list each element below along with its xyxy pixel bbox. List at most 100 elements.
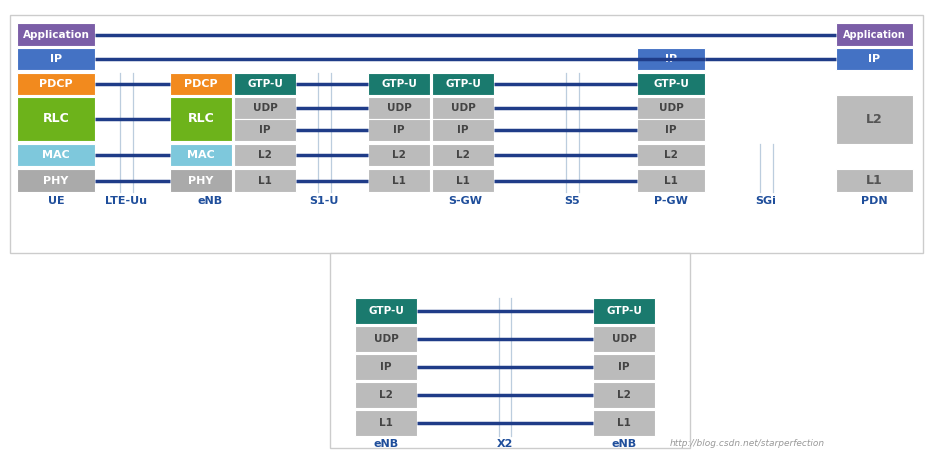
Text: GTP-U: GTP-U: [381, 79, 417, 89]
Text: IP: IP: [869, 54, 881, 64]
Text: L2: L2: [379, 390, 393, 400]
FancyBboxPatch shape: [355, 354, 417, 380]
Text: IP: IP: [393, 125, 405, 135]
Text: UE: UE: [48, 196, 64, 206]
Text: P-GW: P-GW: [654, 196, 688, 206]
FancyBboxPatch shape: [355, 298, 417, 324]
Text: UDP: UDP: [659, 103, 683, 113]
Text: IP: IP: [665, 125, 676, 135]
FancyBboxPatch shape: [234, 97, 296, 119]
Text: GTP-U: GTP-U: [368, 306, 404, 316]
Text: L2: L2: [456, 150, 470, 160]
Text: L2: L2: [392, 150, 406, 160]
FancyBboxPatch shape: [432, 73, 494, 95]
FancyBboxPatch shape: [355, 326, 417, 352]
FancyBboxPatch shape: [368, 144, 430, 166]
FancyBboxPatch shape: [234, 144, 296, 166]
FancyBboxPatch shape: [432, 119, 494, 141]
Text: IP: IP: [665, 54, 677, 64]
FancyBboxPatch shape: [170, 169, 232, 192]
Text: GTP-U: GTP-U: [606, 306, 642, 316]
Text: LTE-Uu: LTE-Uu: [105, 196, 147, 206]
FancyBboxPatch shape: [593, 382, 655, 408]
FancyBboxPatch shape: [836, 95, 913, 144]
Text: GTP-U: GTP-U: [445, 79, 480, 89]
Text: UDP: UDP: [451, 103, 476, 113]
FancyBboxPatch shape: [836, 48, 913, 70]
Text: L2: L2: [866, 113, 883, 126]
FancyBboxPatch shape: [355, 382, 417, 408]
Text: UDP: UDP: [386, 103, 411, 113]
FancyBboxPatch shape: [368, 119, 430, 141]
Text: PHY: PHY: [188, 176, 214, 185]
FancyBboxPatch shape: [593, 410, 655, 436]
Text: S5: S5: [564, 196, 579, 206]
FancyBboxPatch shape: [836, 23, 913, 46]
Text: IP: IP: [381, 362, 392, 372]
Text: MAC: MAC: [42, 150, 70, 160]
FancyBboxPatch shape: [234, 169, 296, 192]
FancyBboxPatch shape: [593, 354, 655, 380]
FancyBboxPatch shape: [17, 144, 95, 166]
FancyBboxPatch shape: [432, 144, 494, 166]
FancyBboxPatch shape: [432, 97, 494, 119]
FancyBboxPatch shape: [17, 73, 95, 95]
Text: eNB: eNB: [373, 439, 398, 449]
FancyBboxPatch shape: [637, 97, 705, 119]
FancyBboxPatch shape: [637, 73, 705, 95]
FancyBboxPatch shape: [17, 169, 95, 192]
Text: PDCP: PDCP: [39, 79, 73, 89]
Text: eNB: eNB: [611, 439, 636, 449]
Text: eNB: eNB: [198, 196, 223, 206]
Text: X2: X2: [496, 439, 513, 449]
Text: L1: L1: [392, 176, 406, 185]
Text: L1: L1: [258, 176, 272, 185]
FancyBboxPatch shape: [234, 73, 296, 95]
Text: IP: IP: [619, 362, 630, 372]
FancyBboxPatch shape: [368, 97, 430, 119]
FancyBboxPatch shape: [637, 144, 705, 166]
Text: PHY: PHY: [43, 176, 69, 185]
FancyBboxPatch shape: [637, 48, 705, 70]
FancyBboxPatch shape: [17, 23, 95, 46]
Text: UDP: UDP: [612, 334, 636, 344]
Text: http://blog.csdn.net/starperfection: http://blog.csdn.net/starperfection: [670, 439, 825, 448]
Text: Application: Application: [843, 29, 906, 40]
Text: GTP-U: GTP-U: [653, 79, 689, 89]
Text: UDP: UDP: [373, 334, 398, 344]
Text: L2: L2: [664, 150, 678, 160]
FancyBboxPatch shape: [170, 97, 232, 141]
Text: RLC: RLC: [43, 112, 69, 125]
Text: SGi: SGi: [756, 196, 776, 206]
Text: MAC: MAC: [188, 150, 215, 160]
FancyBboxPatch shape: [593, 298, 655, 324]
FancyBboxPatch shape: [432, 169, 494, 192]
Text: S1-U: S1-U: [310, 196, 339, 206]
FancyBboxPatch shape: [17, 97, 95, 141]
FancyBboxPatch shape: [368, 169, 430, 192]
Text: L1: L1: [379, 418, 393, 428]
FancyBboxPatch shape: [10, 15, 923, 253]
Text: L1: L1: [664, 176, 678, 185]
FancyBboxPatch shape: [355, 410, 417, 436]
Text: L1: L1: [866, 174, 883, 187]
Text: PDCP: PDCP: [184, 79, 217, 89]
FancyBboxPatch shape: [836, 169, 913, 192]
Text: PDN: PDN: [861, 196, 888, 206]
Text: UDP: UDP: [253, 103, 277, 113]
Text: Application: Application: [22, 29, 90, 40]
FancyBboxPatch shape: [330, 253, 690, 448]
Text: IP: IP: [457, 125, 468, 135]
FancyBboxPatch shape: [170, 73, 232, 95]
Text: GTP-U: GTP-U: [247, 79, 283, 89]
Text: L2: L2: [258, 150, 272, 160]
FancyBboxPatch shape: [593, 326, 655, 352]
FancyBboxPatch shape: [637, 169, 705, 192]
Text: S-GW: S-GW: [448, 196, 482, 206]
Text: L1: L1: [456, 176, 470, 185]
Text: IP: IP: [259, 125, 271, 135]
FancyBboxPatch shape: [234, 119, 296, 141]
Text: L2: L2: [617, 390, 631, 400]
Text: L1: L1: [617, 418, 631, 428]
Text: RLC: RLC: [188, 112, 215, 125]
